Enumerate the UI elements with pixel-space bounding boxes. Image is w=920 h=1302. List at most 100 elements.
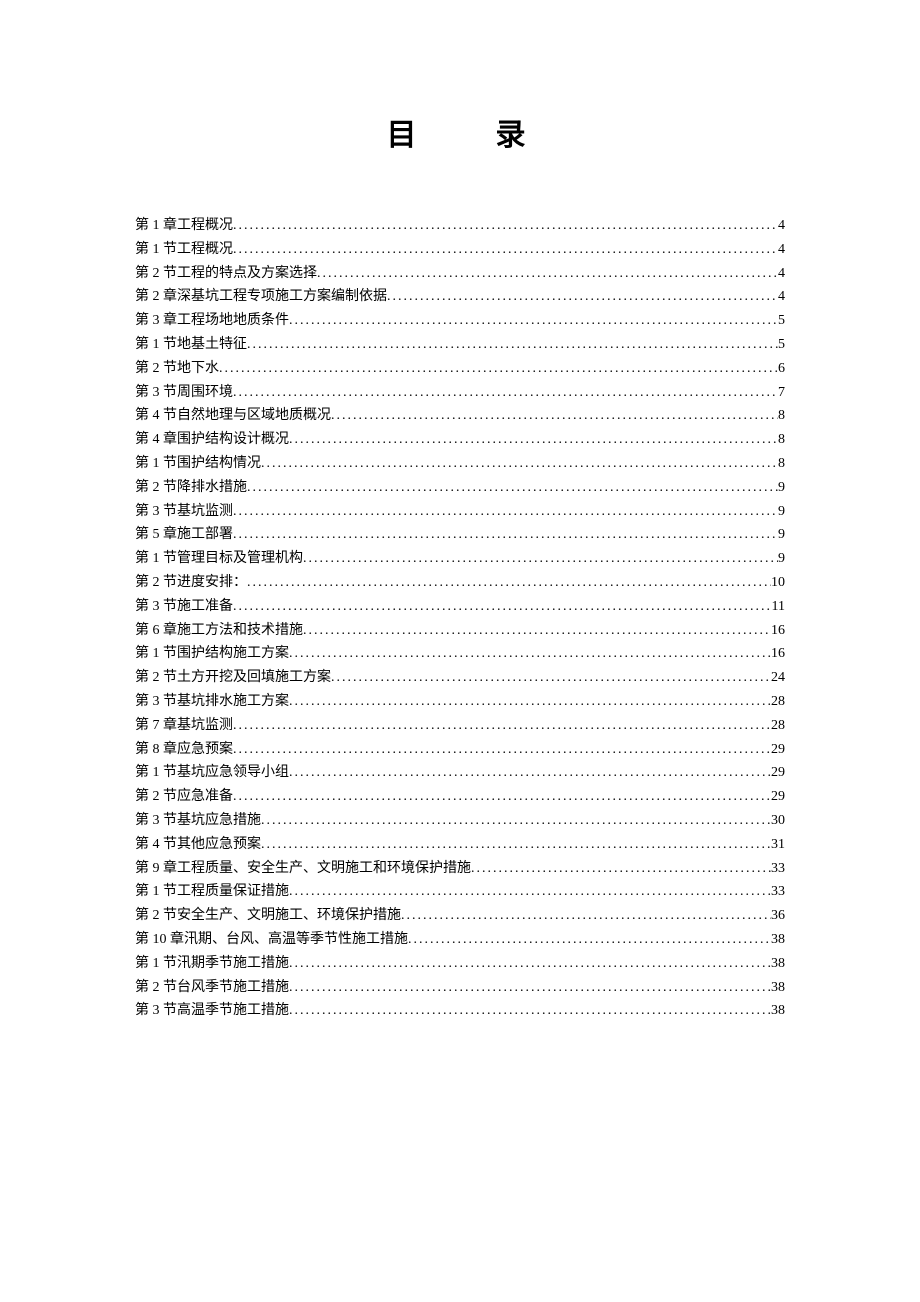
- toc-entry-text: 工程概况: [177, 238, 233, 262]
- toc-entry-leader-dots: [233, 714, 771, 738]
- toc-entry-label: 第 10 章: [135, 928, 184, 952]
- toc-entry-leader-dots: [289, 642, 771, 666]
- toc-entry-page-number: 5: [778, 333, 785, 357]
- toc-entry-label: 第 1 节: [135, 952, 177, 976]
- toc-entry-page-number: 9: [778, 547, 785, 571]
- toc-entry-label: 第 3 节: [135, 690, 177, 714]
- toc-entry-label: 第 2 节: [135, 785, 177, 809]
- toc-entry-page-number: 4: [778, 214, 785, 238]
- toc-entry: 第 1 节 工程质量保证措施33: [135, 880, 785, 904]
- toc-entry-text: 基坑应急领导小组: [177, 761, 289, 785]
- toc-entry-leader-dots: [233, 214, 778, 238]
- toc-entry-label: 第 2 节: [135, 476, 177, 500]
- toc-entry-text: 基坑监测: [177, 500, 233, 524]
- toc-entry: 第 10 章 汛期、台风、高温等季节性施工措施 38: [135, 928, 785, 952]
- toc-entry-page-number: 38: [771, 928, 785, 952]
- toc-entry-text: 降排水措施: [177, 476, 247, 500]
- toc-entry-leader-dots: [289, 999, 771, 1023]
- toc-entry-page-number: 24: [771, 666, 785, 690]
- toc-entry-label: 第 2 节: [135, 571, 177, 595]
- toc-entry-text: 施工准备: [177, 595, 233, 619]
- toc-entry: 第 1 节 地基土特征 5: [135, 333, 785, 357]
- toc-entry-page-number: 28: [771, 690, 785, 714]
- toc-entry: 第 3 节 施工准备11: [135, 595, 785, 619]
- toc-entry-text: 台风季节施工措施: [177, 976, 289, 1000]
- toc-entry: 第 2 节 进度安排：10: [135, 571, 785, 595]
- toc-entry-text: 自然地理与区域地质概况: [177, 404, 331, 428]
- toc-entry-page-number: 7: [778, 381, 785, 405]
- table-of-contents: 第 1 章 工程概况4第 1 节 工程概况4第 2 节 工程的特点及方案选择4第…: [135, 214, 785, 1023]
- toc-entry-page-number: 29: [771, 785, 785, 809]
- toc-entry: 第 2 节 地下水6: [135, 357, 785, 381]
- toc-entry-leader-dots: [247, 333, 778, 357]
- toc-entry: 第 2 章 深基坑工程专项施工方案编制依据4: [135, 285, 785, 309]
- toc-entry-page-number: 8: [778, 428, 785, 452]
- toc-entry-text: 地基土特征: [177, 333, 247, 357]
- toc-entry-label: 第 4 节: [135, 833, 177, 857]
- toc-entry-text: 周围环境: [177, 381, 233, 405]
- toc-entry-text: 施工部署: [177, 523, 233, 547]
- toc-entry-label: 第 8 章: [135, 738, 177, 762]
- toc-entry-leader-dots: [289, 309, 778, 333]
- toc-entry-leader-dots: [289, 880, 771, 904]
- toc-entry-leader-dots: [401, 904, 771, 928]
- toc-entry-page-number: 4: [778, 262, 785, 286]
- toc-entry-text: 基坑监测: [177, 714, 233, 738]
- toc-entry-page-number: 10: [771, 571, 785, 595]
- toc-entry-label: 第 2 节: [135, 904, 177, 928]
- toc-entry: 第 4 节 其他应急预案31: [135, 833, 785, 857]
- toc-entry-leader-dots: [317, 262, 778, 286]
- toc-entry: 第 1 节 汛期季节施工措施38: [135, 952, 785, 976]
- toc-entry-label: 第 1 节: [135, 333, 177, 357]
- toc-entry-leader-dots: [289, 952, 771, 976]
- toc-entry-page-number: 33: [771, 857, 785, 881]
- toc-entry-page-number: 8: [778, 404, 785, 428]
- toc-entry-page-number: 9: [778, 500, 785, 524]
- toc-entry-label: 第 2 节: [135, 976, 177, 1000]
- toc-entry: 第 6 章 施工方法和技术措施16: [135, 619, 785, 643]
- page-title: 目 录: [135, 110, 785, 154]
- toc-entry-label: 第 9 章: [135, 857, 177, 881]
- toc-entry-leader-dots: [219, 357, 778, 381]
- toc-entry-label: 第 1 节: [135, 642, 177, 666]
- toc-entry: 第 4 节 自然地理与区域地质概况8: [135, 404, 785, 428]
- toc-entry-text: 汛期、台风、高温等季节性施工措施: [184, 928, 408, 952]
- toc-entry-leader-dots: [261, 809, 771, 833]
- toc-entry-text: 施工方法和技术措施: [177, 619, 303, 643]
- toc-entry-text: 工程场地地质条件: [177, 309, 289, 333]
- toc-entry-label: 第 3 章: [135, 309, 177, 333]
- toc-entry: 第 3 节 基坑监测 9: [135, 500, 785, 524]
- toc-entry-page-number: 16: [771, 619, 785, 643]
- toc-entry-page-number: 38: [771, 952, 785, 976]
- toc-entry: 第 3 节 基坑排水施工方案 28: [135, 690, 785, 714]
- toc-entry-leader-dots: [331, 666, 771, 690]
- toc-entry: 第 7 章 基坑监测28: [135, 714, 785, 738]
- toc-entry: 第 1 节 围护结构情况8: [135, 452, 785, 476]
- toc-entry-label: 第 3 节: [135, 999, 177, 1023]
- toc-entry-leader-dots: [331, 404, 778, 428]
- toc-entry-page-number: 4: [778, 285, 785, 309]
- toc-entry-leader-dots: [233, 785, 771, 809]
- toc-entry-label: 第 2 章: [135, 285, 177, 309]
- toc-entry-page-number: 29: [771, 738, 785, 762]
- toc-entry-leader-dots: [233, 738, 771, 762]
- title-part-2: 录: [496, 119, 534, 152]
- toc-entry-leader-dots: [233, 238, 778, 262]
- toc-entry: 第 2 节 工程的特点及方案选择4: [135, 262, 785, 286]
- toc-entry-text: 工程质量、安全生产、文明施工和环境保护措施: [177, 857, 471, 881]
- toc-entry: 第 2 节 降排水措施9: [135, 476, 785, 500]
- toc-entry-label: 第 3 节: [135, 500, 177, 524]
- toc-entry-leader-dots: [247, 571, 771, 595]
- toc-entry-leader-dots: [303, 547, 778, 571]
- toc-entry-label: 第 2 节: [135, 262, 177, 286]
- toc-entry-label: 第 1 节: [135, 761, 177, 785]
- toc-entry-text: 基坑排水施工方案: [177, 690, 289, 714]
- toc-entry: 第 1 节 工程概况4: [135, 238, 785, 262]
- toc-entry-label: 第 1 节: [135, 452, 177, 476]
- toc-entry-label: 第 3 节: [135, 381, 177, 405]
- toc-entry-page-number: 28: [771, 714, 785, 738]
- toc-entry: 第 2 节 应急准备29: [135, 785, 785, 809]
- toc-entry-page-number: 9: [778, 523, 785, 547]
- toc-entry: 第 1 节 基坑应急领导小组29: [135, 761, 785, 785]
- toc-entry-leader-dots: [233, 381, 778, 405]
